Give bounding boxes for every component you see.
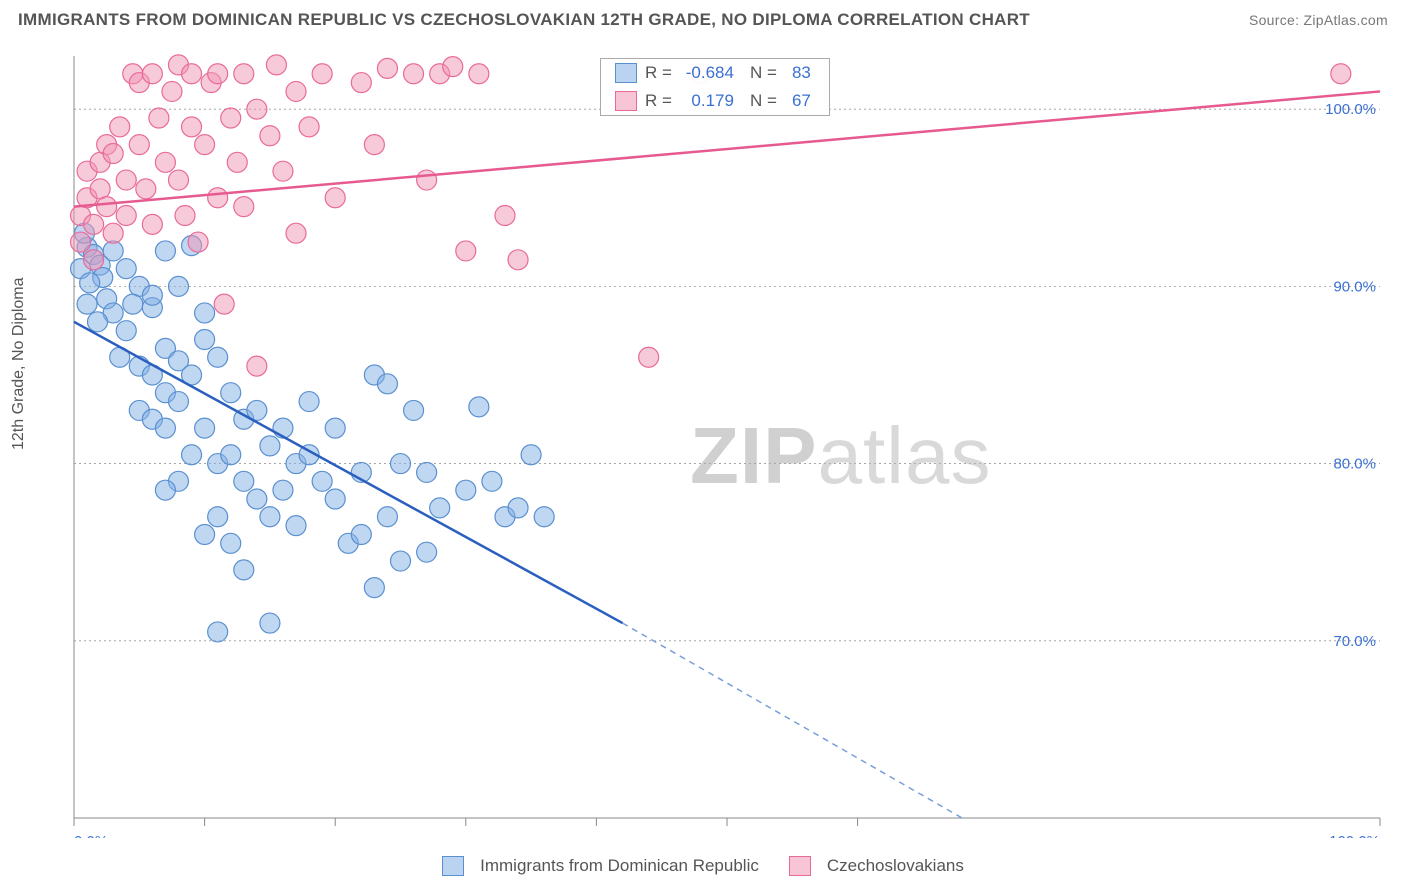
legend-n-label: N = [750,63,777,83]
svg-text:100.0%: 100.0% [1329,833,1380,838]
legend-row: R =-0.684 N =83 [601,59,829,87]
series-swatch [442,856,464,876]
svg-text:90.0%: 90.0% [1333,278,1376,295]
legend-n-value: 67 [781,91,811,111]
legend-r-value: -0.684 [676,63,734,83]
series-legend-item: Czechoslovakians [789,856,964,876]
source-label: Source: ZipAtlas.com [1249,12,1388,28]
svg-text:0.0%: 0.0% [74,833,108,838]
legend-swatch [615,63,637,83]
y-axis-title: 12th Grade, No Diploma [10,277,28,450]
legend-row: R =0.179 N =67 [601,87,829,115]
series-label: Czechoslovakians [827,856,964,876]
series-legend-item: Immigrants from Dominican Republic [442,856,759,876]
correlation-legend: R =-0.684 N =83 R =0.179 N =67 [600,58,830,116]
series-legend: Immigrants from Dominican Republic Czecho… [0,856,1406,876]
title-bar: IMMIGRANTS FROM DOMINICAN REPUBLIC VS CZ… [18,10,1388,30]
legend-n-label: N = [750,91,777,111]
series-swatch [789,856,811,876]
scatter-plot: 70.0% 80.0% 90.0% 100.0% 0.0% 100.0% [60,48,1396,838]
series-label: Immigrants from Dominican Republic [480,856,759,876]
legend-n-value: 83 [781,63,811,83]
svg-text:100.0%: 100.0% [1325,101,1376,118]
chart-title: IMMIGRANTS FROM DOMINICAN REPUBLIC VS CZ… [18,10,1030,30]
svg-text:70.0%: 70.0% [1333,633,1376,650]
legend-swatch [615,91,637,111]
legend-r-value: 0.179 [676,91,734,111]
legend-r-label: R = [645,63,672,83]
legend-r-label: R = [645,91,672,111]
svg-text:80.0%: 80.0% [1333,456,1376,473]
